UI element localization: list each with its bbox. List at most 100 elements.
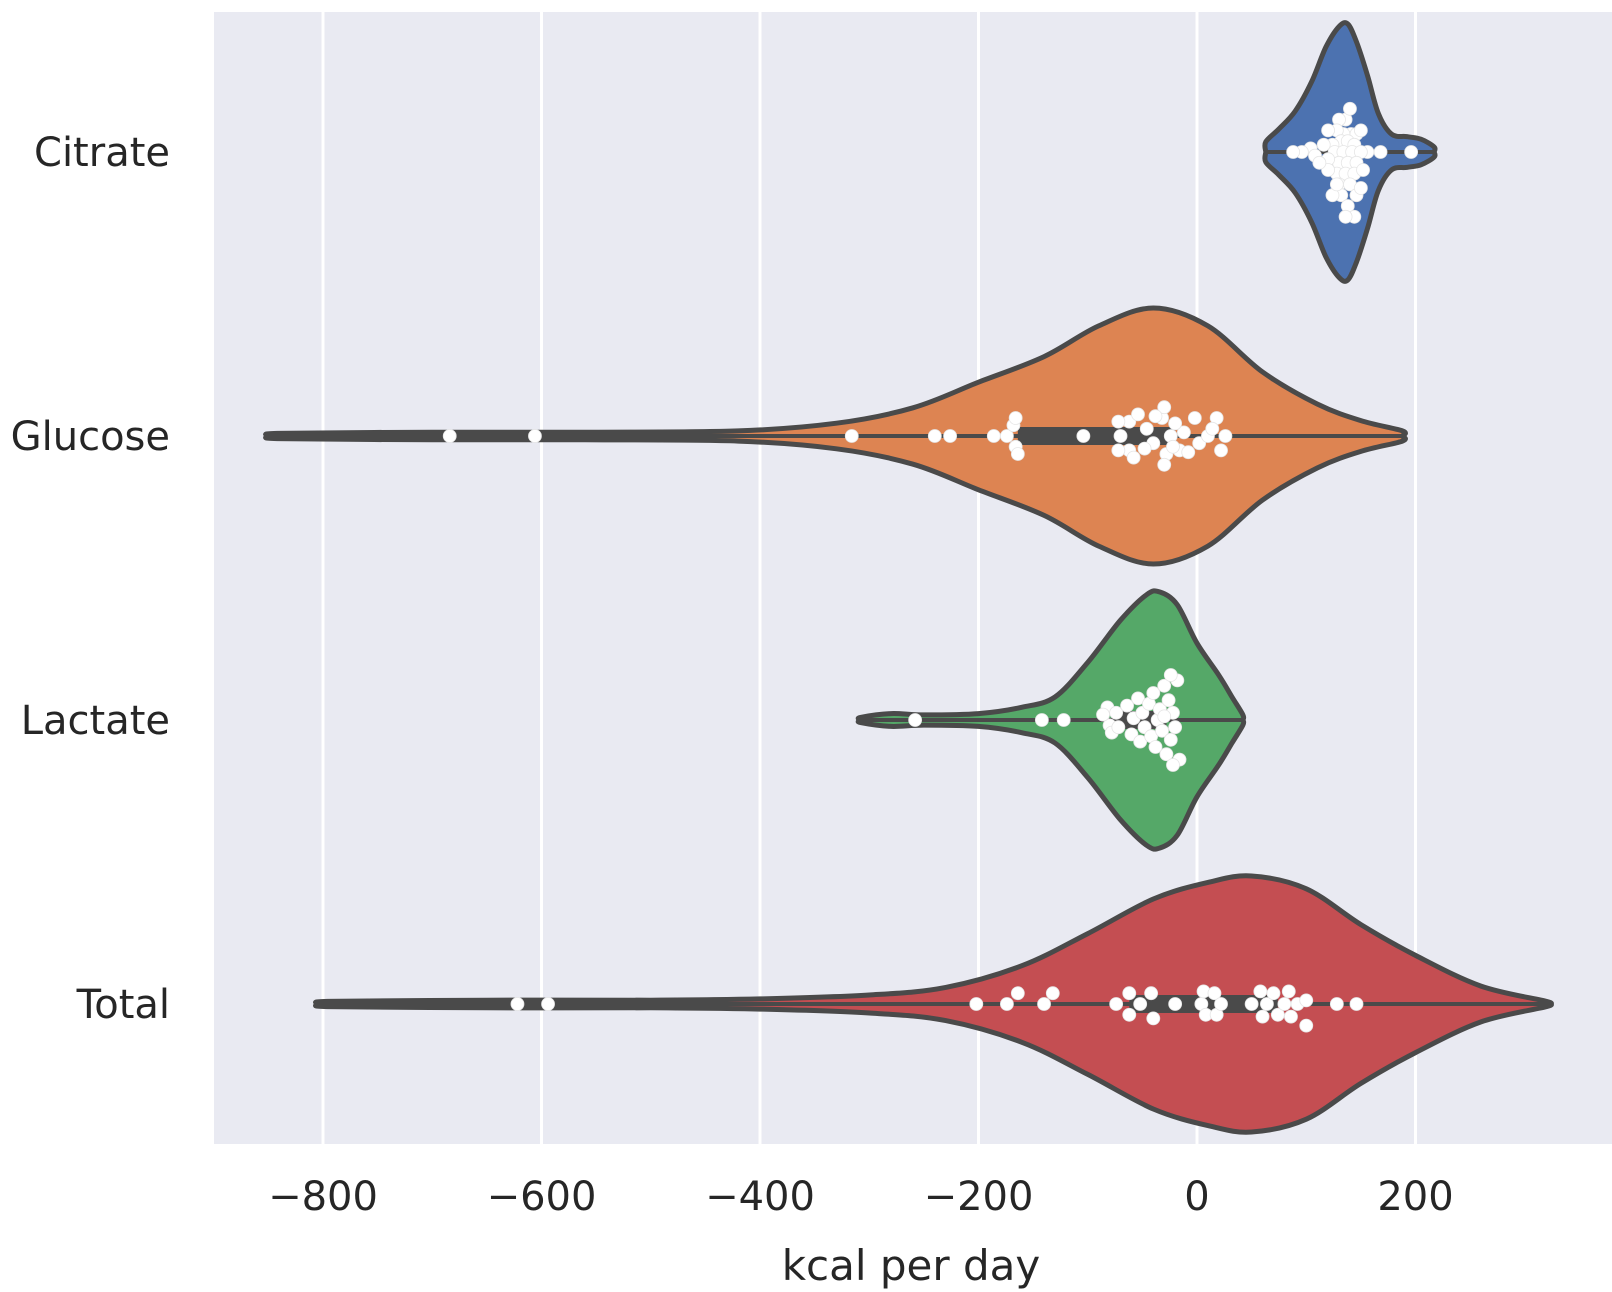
data-point (1111, 443, 1126, 458)
data-point (1356, 163, 1370, 177)
data-point (1349, 997, 1364, 1011)
x-tick-label: −400 (705, 1174, 815, 1220)
data-point (528, 429, 542, 443)
data-point (1338, 209, 1353, 224)
data-point (927, 429, 942, 443)
data-point (1255, 1009, 1270, 1024)
category-label: Glucose (11, 414, 170, 460)
data-point (1187, 411, 1202, 425)
data-point (1148, 409, 1163, 424)
data-point (1266, 986, 1281, 1001)
data-point (943, 429, 957, 443)
x-tick-label: 200 (1377, 1174, 1453, 1220)
violin-lactate (855, 588, 1247, 852)
data-point (1207, 986, 1222, 1001)
data-point (1120, 698, 1134, 713)
data-point (1260, 997, 1274, 1011)
data-point (1122, 986, 1137, 1001)
violin-glucose (263, 305, 1408, 567)
data-point (1343, 101, 1357, 116)
x-axis-label: kcal per day (782, 1241, 1041, 1290)
data-point (1076, 429, 1091, 443)
data-point (1168, 416, 1183, 431)
data-point (1168, 997, 1183, 1011)
violin-citrate (1262, 20, 1438, 284)
category-label: Lactate (21, 698, 170, 744)
data-point (1157, 709, 1172, 724)
data-point (1312, 155, 1327, 170)
data-point (1056, 713, 1071, 727)
data-point (1157, 400, 1172, 415)
data-point (1373, 145, 1388, 159)
data-point (1353, 181, 1368, 195)
x-tick-label: −200 (924, 1174, 1034, 1220)
data-point (969, 997, 984, 1011)
data-point (1168, 720, 1183, 735)
data-point (1133, 997, 1148, 1011)
x-tick-label: −800 (268, 1174, 378, 1220)
data-point (1281, 984, 1296, 999)
data-point (1329, 997, 1344, 1011)
iqr-box (1017, 427, 1176, 445)
data-point (1148, 740, 1163, 754)
data-point (1299, 993, 1314, 1008)
data-point (1244, 997, 1259, 1011)
data-point (1045, 986, 1060, 1001)
data-point (1286, 145, 1301, 159)
data-point (986, 429, 1001, 443)
data-point (1404, 145, 1419, 159)
data-point (1000, 429, 1014, 443)
data-point (1133, 734, 1148, 749)
data-point (1144, 986, 1159, 1001)
data-point (1163, 668, 1178, 682)
data-point (1008, 411, 1023, 425)
data-point (1122, 1007, 1137, 1022)
data-point (1205, 421, 1220, 436)
data-point (1037, 997, 1051, 1011)
data-point (1253, 984, 1268, 999)
data-point (1096, 707, 1110, 722)
data-point (1218, 429, 1233, 443)
data-point (1155, 723, 1169, 738)
data-point (1329, 177, 1344, 192)
data-point (1010, 986, 1025, 1001)
data-point (1299, 1018, 1314, 1033)
data-point (1109, 997, 1124, 1011)
data-point (1010, 447, 1025, 461)
data-point (1000, 997, 1014, 1011)
data-point (1111, 720, 1126, 735)
category-labels: Citrate Glucose Lactate Total (11, 130, 170, 1028)
data-point (1284, 1009, 1298, 1024)
data-point (1277, 997, 1292, 1011)
data-point (1163, 732, 1178, 747)
data-point (1157, 678, 1172, 693)
data-point (1321, 123, 1335, 138)
data-point (1166, 758, 1180, 772)
data-point (1166, 439, 1180, 454)
data-point (1139, 421, 1154, 436)
x-tick-label: 0 (1184, 1174, 1209, 1220)
category-label: Citrate (34, 130, 170, 176)
data-point (1146, 1011, 1161, 1026)
data-point (908, 713, 923, 727)
data-point (1159, 747, 1174, 762)
data-point (1146, 686, 1161, 700)
data-point (541, 997, 555, 1011)
category-label: Total (76, 982, 170, 1028)
data-point (1034, 713, 1049, 727)
data-point (1111, 414, 1126, 429)
data-point (1113, 429, 1128, 443)
data-point (1131, 407, 1145, 422)
data-point (1214, 443, 1228, 458)
data-point (510, 997, 525, 1011)
data-point (1161, 693, 1176, 708)
data-point (1353, 123, 1368, 138)
data-point (1214, 997, 1228, 1011)
x-tick-labels: −800 −600 −400 −200 0 200 (268, 1174, 1454, 1220)
data-point (1181, 445, 1196, 460)
violins (263, 20, 1554, 1135)
data-point (1137, 441, 1152, 456)
data-point (1316, 137, 1331, 152)
x-tick-label: −600 (487, 1174, 597, 1220)
